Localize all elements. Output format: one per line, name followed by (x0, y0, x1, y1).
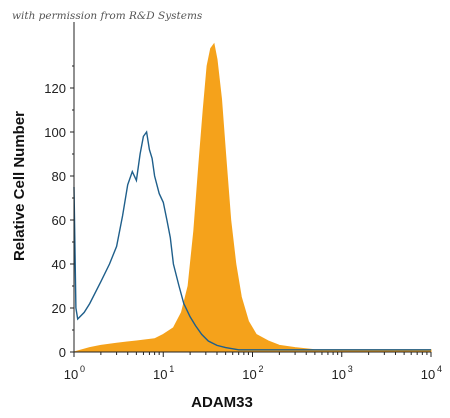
y-tick-label: 60 (52, 213, 66, 228)
y-tick-label: 80 (52, 169, 66, 184)
plot-area (73, 42, 432, 353)
y-tick-label: 20 (52, 301, 66, 316)
x-tick-label: 10 (421, 367, 435, 382)
y-tick-label: 40 (52, 257, 66, 272)
x-tick-label: 10 (242, 367, 256, 382)
y-axis-label: Relative Cell Number (11, 111, 28, 261)
x-tick-label: 10 (332, 367, 346, 382)
x-tick-label: 10 (64, 367, 78, 382)
x-tick-label: 10 (153, 367, 167, 382)
x-tick-exponent: 2 (259, 364, 264, 374)
y-tick-label: 100 (44, 125, 66, 140)
y-tick-label: 0 (59, 345, 66, 360)
x-tick-exponent: 1 (169, 364, 174, 374)
y-tick-label: 120 (44, 81, 66, 96)
outline-histogram-series (73, 130, 431, 351)
x-axis-label: ADAM33 (191, 394, 253, 411)
x-tick-exponent: 0 (80, 364, 85, 374)
x-tick-exponent: 4 (437, 364, 442, 374)
filled-histogram-series (73, 42, 432, 353)
x-tick-exponent: 3 (348, 364, 353, 374)
watermark: with permission from R&D Systems (12, 10, 203, 22)
